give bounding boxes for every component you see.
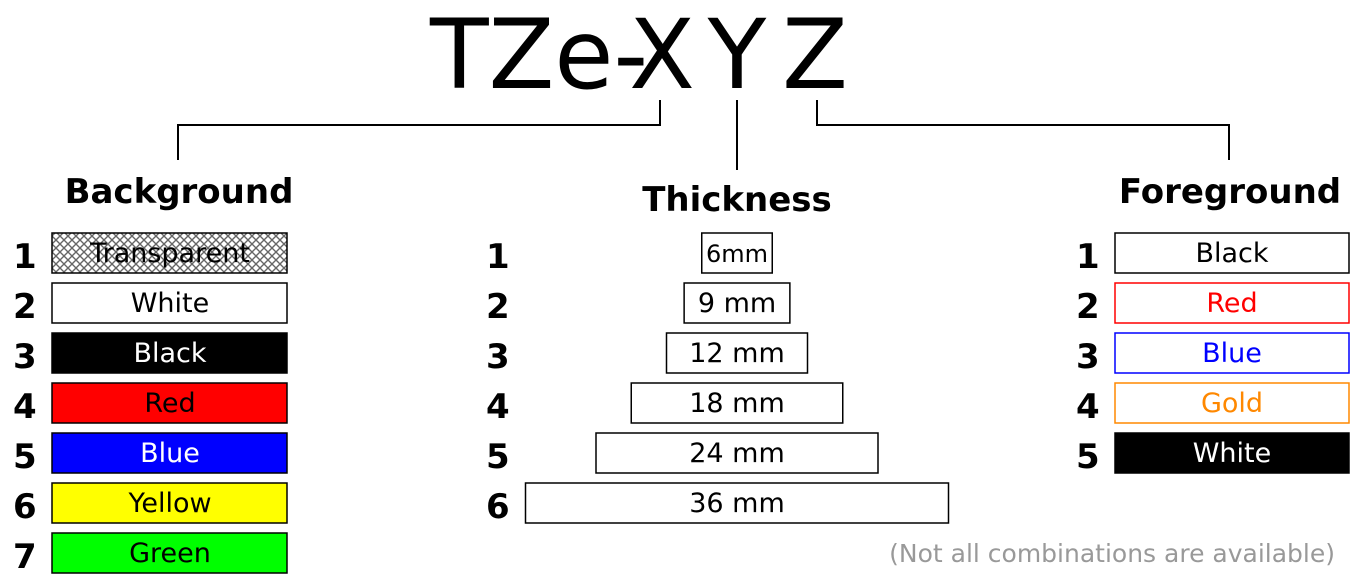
background-heading: Background (65, 172, 294, 212)
background-swatch (51, 332, 288, 374)
background-item-number: 5 (13, 437, 37, 477)
thickness-item-number: 5 (486, 437, 510, 477)
foreground-item-number: 3 (1076, 337, 1100, 377)
background-item-label: Black (133, 338, 206, 369)
foreground-list: 1 Black 2 Red 3 Blue 4 Gold 5 White (1076, 232, 1350, 477)
foreground-item-number: 5 (1076, 437, 1100, 477)
background-item-number: 1 (13, 237, 37, 277)
thickness-item-label: 6mm (706, 240, 768, 268)
foreground-swatch (1114, 382, 1350, 424)
thickness-item-number: 4 (486, 387, 510, 427)
foreground-heading: Foreground (1119, 172, 1341, 212)
foreground-item-number: 1 (1076, 237, 1100, 277)
background-swatch (51, 282, 288, 324)
thickness-item-number: 2 (486, 287, 510, 327)
background-swatch (51, 482, 288, 524)
thickness-item-number: 6 (486, 487, 510, 527)
background-swatch (51, 432, 288, 474)
background-item-number: 3 (13, 337, 37, 377)
background-item-label: White (131, 288, 210, 319)
availability-note: (Not all combinations are available) (889, 539, 1335, 568)
foreground-item: 2 Red (1076, 282, 1350, 327)
background-item: 6 Yellow (13, 482, 288, 527)
title-code: TZe- X Y Z (429, 0, 848, 111)
title-x-letter: X (629, 0, 695, 111)
foreground-swatch (1114, 332, 1350, 374)
foreground-swatch (1114, 232, 1350, 274)
foreground-item-number: 4 (1076, 387, 1100, 427)
background-swatch (51, 232, 288, 274)
foreground-item-label: White (1193, 438, 1272, 469)
background-item-label: Green (129, 538, 211, 569)
background-item-number: 2 (13, 287, 37, 327)
background-item-number: 7 (13, 537, 37, 577)
background-list: 1 Transparent 2 White 3 Black 4 Red 5 Blue 6 Yellow… (13, 232, 288, 577)
thickness-item: 5 24 mm (486, 432, 879, 477)
background-item-label: Red (144, 388, 195, 419)
background-item: 4 Red (13, 382, 288, 427)
background-item-label: Transparent (89, 238, 250, 269)
foreground-item: 3 Blue (1076, 332, 1350, 377)
foreground-swatch (1114, 432, 1350, 474)
thickness-item: 1 6mm (486, 232, 773, 277)
foreground-item-label: Gold (1201, 388, 1263, 419)
thickness-bar (701, 232, 773, 274)
foreground-item: 4 Gold (1076, 382, 1350, 427)
background-item: 3 Black (13, 332, 288, 377)
foreground-item: 1 Black (1076, 232, 1350, 277)
title-z-letter: Z (782, 0, 848, 111)
background-item: 7 Green (13, 532, 288, 577)
background-item: 2 White (13, 282, 288, 327)
title-y-letter: Y (707, 0, 767, 111)
foreground-item-label: Red (1206, 288, 1257, 319)
thickness-item-label: 9 mm (698, 288, 776, 319)
foreground-swatch (1114, 282, 1350, 324)
thickness-item: 2 9 mm (486, 282, 791, 327)
thickness-list: 1 6mm 2 9 mm 3 12 mm 4 18 mm 5 24 mm 6 36 mm (486, 232, 950, 527)
thickness-item-label: 36 mm (689, 488, 785, 519)
background-item: 5 Blue (13, 432, 288, 477)
thickness-bar (683, 282, 791, 324)
background-swatch (51, 532, 288, 574)
background-item-number: 4 (13, 387, 37, 427)
background-item-label: Yellow (127, 488, 211, 519)
thickness-heading: Thickness (642, 180, 832, 220)
background-item: 1 Transparent (13, 232, 288, 277)
foreground-item-number: 2 (1076, 287, 1100, 327)
thickness-item-label: 18 mm (689, 388, 785, 419)
connector-x-background (177, 100, 661, 160)
foreground-item-label: Black (1195, 238, 1268, 269)
thickness-item: 4 18 mm (486, 382, 844, 427)
thickness-bar (524, 482, 950, 524)
thickness-item-label: 24 mm (689, 438, 785, 469)
background-item-label: Blue (140, 438, 200, 469)
thickness-item-label: 12 mm (689, 338, 785, 369)
thickness-item-number: 1 (486, 237, 510, 277)
thickness-item: 3 12 mm (486, 332, 809, 377)
foreground-item: 5 White (1076, 432, 1350, 477)
thickness-bar (595, 432, 879, 474)
thickness-item: 6 36 mm (486, 482, 950, 527)
background-item-number: 6 (13, 487, 37, 527)
foreground-item-label: Blue (1202, 338, 1262, 369)
thickness-item-number: 3 (486, 337, 510, 377)
thickness-bar (630, 382, 844, 424)
connector-z-foreground (816, 100, 1230, 160)
title-prefix: TZe- (429, 0, 648, 111)
background-swatch (51, 382, 288, 424)
thickness-bar (665, 332, 809, 374)
